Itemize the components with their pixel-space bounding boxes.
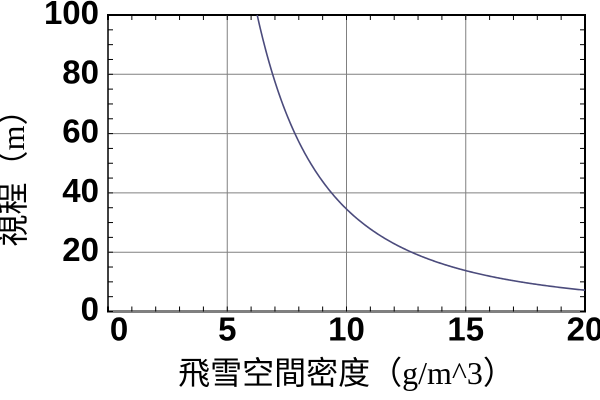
svg-text:15: 15 bbox=[447, 311, 484, 348]
svg-text:0: 0 bbox=[110, 311, 128, 348]
svg-text:20: 20 bbox=[62, 231, 99, 268]
svg-text:0: 0 bbox=[81, 291, 99, 328]
svg-text:視程（m）: 視程（m） bbox=[0, 94, 31, 247]
svg-text:100: 100 bbox=[44, 0, 99, 31]
svg-text:10: 10 bbox=[328, 311, 365, 348]
svg-text:40: 40 bbox=[62, 172, 99, 209]
svg-text:60: 60 bbox=[62, 113, 99, 150]
svg-text:20: 20 bbox=[567, 311, 600, 348]
svg-text:飛雪空間密度（g/m^3）: 飛雪空間密度（g/m^3） bbox=[178, 355, 515, 391]
svg-text:80: 80 bbox=[62, 53, 99, 90]
svg-text:5: 5 bbox=[218, 311, 236, 348]
